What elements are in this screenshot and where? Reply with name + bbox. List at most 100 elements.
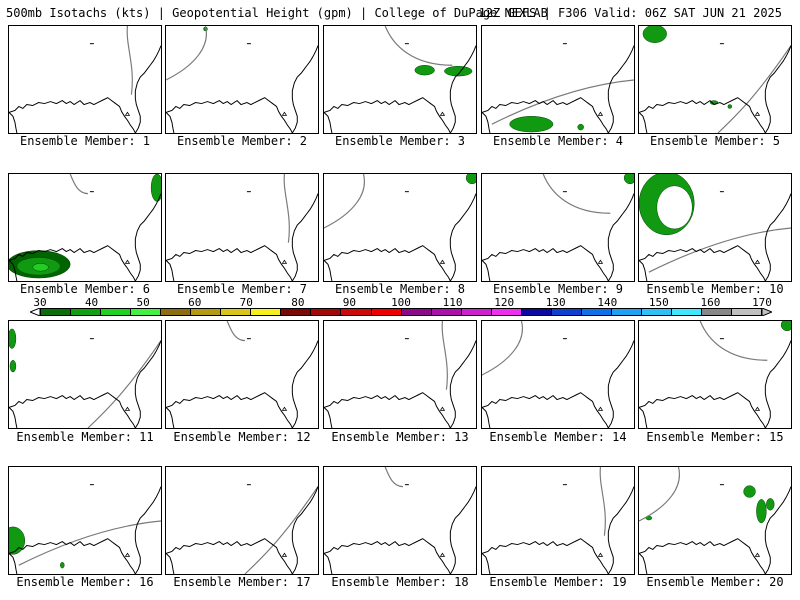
- colorbar-swatch: [400, 308, 431, 316]
- map-canvas: [639, 26, 791, 133]
- height-contour: [324, 174, 365, 229]
- atlantic-coastline: [607, 193, 634, 281]
- lake-okeechobee: [124, 552, 131, 557]
- height-contour: [283, 174, 290, 243]
- map-canvas: [166, 174, 318, 281]
- atlantic-coastline: [291, 45, 318, 133]
- texas-coastline: [166, 112, 175, 133]
- atlantic-coastline: [607, 340, 634, 428]
- ensemble-map-panel: [481, 173, 635, 282]
- colorbar-tick-label: 120: [494, 296, 515, 309]
- atlantic-coastline: [449, 193, 476, 281]
- texas-coastline: [639, 112, 648, 133]
- gulf-coastline: [9, 392, 136, 428]
- ensemble-map-panel: [165, 173, 319, 282]
- map-canvas: [9, 484, 161, 574]
- height-contour: [384, 26, 453, 66]
- gulf-coastline: [324, 392, 451, 428]
- height-contour: [166, 26, 207, 81]
- map-canvas: [324, 26, 476, 133]
- ensemble-map-panel: [165, 466, 319, 575]
- ensemble-map-panel: [8, 25, 162, 134]
- colorbar-tick-label: 50: [136, 296, 150, 309]
- atlantic-coastline: [449, 45, 476, 133]
- ensemble-member-label: Ensemble Member: 12: [173, 430, 311, 444]
- wind-shading: [509, 116, 584, 133]
- map-canvas: [639, 321, 791, 428]
- ensemble-member-label: Ensemble Member: 18: [331, 575, 469, 589]
- height-contour: [639, 467, 680, 522]
- ensemble-member-label: Ensemble Member: 1: [19, 134, 151, 148]
- colorbar-left-arrow: [30, 308, 40, 316]
- colorbar-tick-label: 150: [648, 296, 669, 309]
- height-contour: [699, 321, 768, 361]
- height-contour: [648, 227, 791, 273]
- colorbar-swatch: [280, 308, 311, 316]
- gulf-coastline: [166, 538, 293, 574]
- colorbar-tick-label: 70: [239, 296, 253, 309]
- map-canvas: [9, 328, 161, 428]
- ensemble-member-label: Ensemble Member: 9: [492, 282, 624, 296]
- ensemble-member-label: Ensemble Member: 19: [489, 575, 627, 589]
- lake-okeechobee: [754, 552, 761, 557]
- texas-coastline: [482, 407, 491, 428]
- map-canvas: [324, 467, 476, 574]
- ensemble-member-label: Ensemble Member: 17: [173, 575, 311, 589]
- colorbar-swatch: [310, 308, 341, 316]
- texas-coastline: [166, 260, 175, 281]
- ensemble-map-panel: [165, 320, 319, 429]
- texas-coastline: [482, 260, 491, 281]
- wind-shading: [780, 321, 791, 332]
- ensemble-member-label: Ensemble Member: 20: [646, 575, 784, 589]
- ensemble-map-panel: [481, 25, 635, 134]
- gulf-coastline: [9, 538, 136, 574]
- colorbar-tick-label: 130: [545, 296, 566, 309]
- colorbar-swatch: [190, 308, 221, 316]
- colorbar-swatch: [701, 308, 732, 316]
- ensemble-member-label: Ensemble Member: 4: [492, 134, 624, 148]
- colorbar-swatch: [640, 308, 671, 316]
- ensemble-member-label: Ensemble Member: 6: [19, 282, 151, 296]
- colorbar-tick-label: 110: [442, 296, 463, 309]
- ensemble-member-label: Ensemble Member: 3: [334, 134, 466, 148]
- ensemble-member-label: Ensemble Member: 8: [334, 282, 466, 296]
- colorbar-swatch: [610, 308, 641, 316]
- ensemble-map-panel: [323, 320, 477, 429]
- atlantic-coastline: [291, 486, 318, 574]
- height-contour: [717, 45, 791, 133]
- atlantic-coastline: [607, 45, 634, 133]
- colorbar-right-arrow: [762, 308, 772, 316]
- colorbar-tick-label: 160: [700, 296, 721, 309]
- gulf-coastline: [9, 245, 136, 281]
- atlantic-coastline: [291, 340, 318, 428]
- atlantic-coastline: [449, 340, 476, 428]
- ensemble-map-panel: [8, 466, 162, 575]
- lake-okeechobee: [124, 111, 131, 116]
- gulf-coastline: [166, 392, 293, 428]
- ensemble-map-panel: [323, 25, 477, 134]
- map-canvas: [482, 321, 634, 428]
- colorbar-swatch: [490, 308, 521, 316]
- chart-title: 500mb Isotachs (kts) | Geopotential Heig…: [6, 6, 548, 20]
- model-run-info: 12Z GEFS | F306 Valid: 06Z SAT JUN 21 20…: [478, 6, 782, 20]
- colorbar-tick-label: 80: [291, 296, 305, 309]
- lake-okeechobee: [439, 259, 446, 264]
- lake-okeechobee: [281, 552, 288, 557]
- texas-coastline: [9, 407, 18, 428]
- colorbar-tick-label: 100: [391, 296, 411, 309]
- gulf-coastline: [639, 392, 766, 428]
- map-canvas: [482, 174, 634, 281]
- gulf-coastline: [324, 97, 451, 133]
- colorbar-tick-label: 30: [33, 296, 47, 309]
- ensemble-member-label: Ensemble Member: 2: [176, 134, 308, 148]
- ensemble-member-label: Ensemble Member: 10: [646, 282, 784, 296]
- ensemble-map-panel: [165, 25, 319, 134]
- atlantic-coastline: [134, 45, 161, 133]
- texas-coastline: [324, 553, 333, 574]
- atlantic-coastline: [291, 193, 318, 281]
- colorbar-swatch: [460, 308, 491, 316]
- colorbar-swatch: [430, 308, 461, 316]
- height-contour: [244, 486, 318, 574]
- height-contour: [599, 467, 606, 536]
- colorbar-swatch: [340, 308, 371, 316]
